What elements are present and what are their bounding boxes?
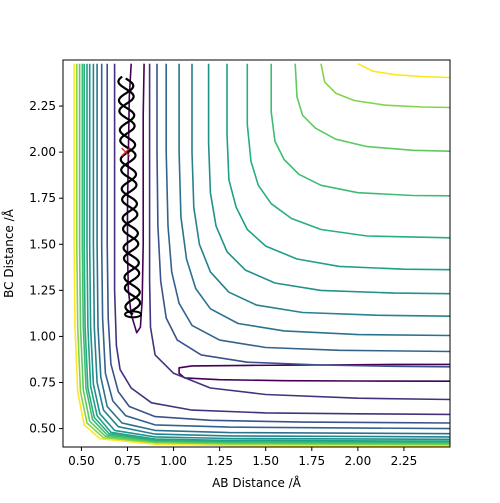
y-tick-label-0: 0.50 bbox=[29, 422, 56, 436]
contour-line-11 bbox=[92, 63, 450, 438]
contour-line-13 bbox=[88, 63, 450, 441]
contour-line-0 bbox=[126, 63, 145, 334]
x-axis-label: AB Distance /Å bbox=[212, 475, 302, 490]
contour-line-15 bbox=[86, 63, 450, 442]
plot-frame bbox=[62, 59, 451, 448]
x-tick-label-4: 1.50 bbox=[252, 454, 279, 468]
contour-line-10 bbox=[191, 63, 450, 317]
contour-line-18 bbox=[270, 63, 450, 197]
contour-lines bbox=[73, 62, 450, 447]
contour-line-3 bbox=[113, 63, 450, 416]
x-tick-label-7: 2.25 bbox=[391, 454, 418, 468]
y-tick-label-2: 1.00 bbox=[29, 329, 56, 343]
x-tick-label-0: 0.50 bbox=[68, 454, 95, 468]
y-tick-label-7: 2.25 bbox=[29, 99, 56, 113]
contour-line-6 bbox=[165, 63, 450, 353]
trajectory-path-0 bbox=[117, 77, 141, 316]
contour-line-17 bbox=[83, 63, 450, 444]
contour-line-22 bbox=[320, 63, 450, 109]
y-tick-label-1: 0.75 bbox=[29, 376, 56, 390]
start-marker-stroke-1 bbox=[121, 147, 131, 157]
x-axis-ticks: 0.50 0.75 1.00 1.25 1.50 1.75 2.00 2.25 bbox=[68, 447, 417, 468]
contour-line-5 bbox=[106, 63, 450, 424]
y-tick-label-6: 2.00 bbox=[29, 145, 56, 159]
marker-layer bbox=[121, 147, 131, 157]
y-axis-ticks: 0.50 0.75 1.00 1.25 1.50 1.75 2.00 2.25 bbox=[29, 99, 63, 436]
contour-line-4 bbox=[156, 63, 450, 368]
x-tick-label-2: 1.00 bbox=[160, 454, 187, 468]
contour-line-16 bbox=[246, 63, 450, 239]
x-tick-label-6: 2.00 bbox=[344, 454, 371, 468]
contour-line-9 bbox=[96, 63, 450, 435]
contour-line-23 bbox=[76, 63, 450, 447]
contour-line-7 bbox=[100, 63, 450, 430]
trajectory-path-1 bbox=[117, 75, 142, 314]
x-tick-label-5: 1.75 bbox=[298, 454, 325, 468]
contour-line-21 bbox=[78, 63, 450, 446]
contour-line-14 bbox=[226, 63, 450, 271]
x-tick-label-3: 1.25 bbox=[206, 454, 233, 468]
y-axis-label: BC Distance /Å bbox=[1, 208, 16, 298]
contour-line-12 bbox=[207, 63, 450, 295]
contour-line-19 bbox=[81, 63, 450, 445]
x-tick-label-1: 0.75 bbox=[114, 454, 141, 468]
y-tick-label-5: 1.75 bbox=[29, 191, 56, 205]
contour-line-24 bbox=[357, 62, 450, 79]
trajectory-layer bbox=[117, 75, 143, 319]
trajectory-end-loop bbox=[124, 310, 143, 319]
contour-line-25 bbox=[73, 63, 450, 447]
contour-line-2 bbox=[148, 63, 450, 401]
contour-line-8 bbox=[178, 63, 450, 337]
contour-line-20 bbox=[294, 63, 450, 152]
y-tick-label-4: 1.50 bbox=[29, 237, 56, 251]
y-tick-label-3: 1.25 bbox=[29, 283, 56, 297]
